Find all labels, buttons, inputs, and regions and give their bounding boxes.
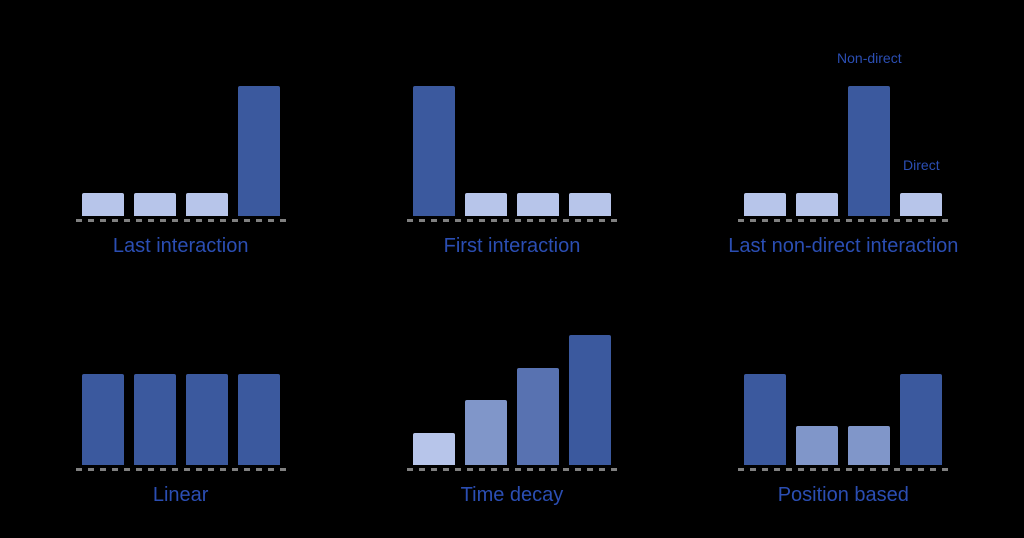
- chart-area: [407, 335, 617, 465]
- x-axis: [76, 468, 286, 471]
- x-axis: [407, 468, 617, 471]
- bar: [569, 335, 611, 465]
- bar: [848, 426, 890, 465]
- bars: [76, 86, 286, 216]
- chart-area: Non-directDirect: [738, 86, 948, 216]
- chart-area: [407, 86, 617, 216]
- chart-title: Last interaction: [113, 234, 249, 259]
- x-axis: [738, 468, 948, 471]
- bar: [186, 374, 228, 465]
- chart-first-interaction: First interaction: [381, 40, 642, 259]
- bar: [238, 86, 280, 216]
- chart-area: [738, 335, 948, 465]
- chart-position-based: Position based: [713, 289, 974, 508]
- chart-title: First interaction: [444, 234, 581, 259]
- bar: [82, 374, 124, 465]
- x-axis: [738, 219, 948, 222]
- chart-last-interaction: Last interaction: [50, 40, 311, 259]
- annotation: Direct: [903, 157, 940, 173]
- bars: [738, 335, 948, 465]
- bar: [569, 193, 611, 216]
- chart-title: Linear: [153, 483, 209, 508]
- x-axis: [407, 219, 617, 222]
- bar: [413, 433, 455, 466]
- bar: [796, 193, 838, 216]
- chart-title: Position based: [778, 483, 909, 508]
- bars: [738, 86, 948, 216]
- bar: [744, 374, 786, 465]
- bars: [407, 86, 617, 216]
- bars: [76, 335, 286, 465]
- bar: [517, 193, 559, 216]
- annotation: Non-direct: [837, 50, 902, 66]
- bars: [407, 335, 617, 465]
- chart-last-non-direct: Non-directDirectLast non-direct interact…: [713, 40, 974, 259]
- chart-area: [76, 86, 286, 216]
- bar: [82, 193, 124, 216]
- x-axis: [76, 219, 286, 222]
- bar: [134, 374, 176, 465]
- bar: [744, 193, 786, 216]
- bar: [517, 368, 559, 466]
- bar: [134, 193, 176, 216]
- chart-title: Time decay: [461, 483, 564, 508]
- bar: [796, 426, 838, 465]
- bar: [465, 400, 507, 465]
- bar: [238, 374, 280, 465]
- bar: [465, 193, 507, 216]
- bar: [900, 193, 942, 216]
- chart-time-decay: Time decay: [381, 289, 642, 508]
- bar: [413, 86, 455, 216]
- bar: [186, 193, 228, 216]
- chart-linear: Linear: [50, 289, 311, 508]
- bar: [848, 86, 890, 216]
- chart-title: Last non-direct interaction: [728, 234, 958, 259]
- chart-area: [76, 335, 286, 465]
- bar: [900, 374, 942, 465]
